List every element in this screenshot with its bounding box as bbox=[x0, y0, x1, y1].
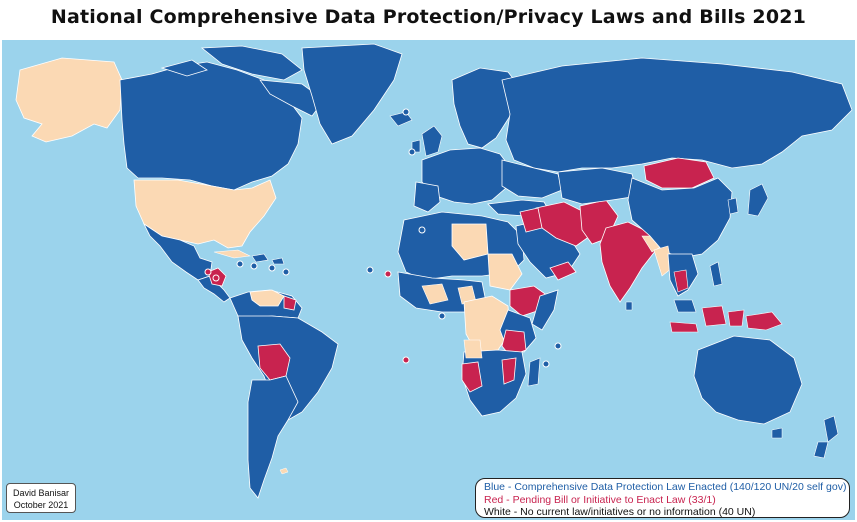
credit-date: October 2021 bbox=[13, 500, 69, 510]
tasmania bbox=[771, 427, 783, 439]
island-marker bbox=[268, 264, 276, 272]
alaska-region bbox=[15, 57, 123, 143]
island-marker bbox=[408, 148, 416, 156]
russia-region bbox=[501, 57, 853, 173]
korea-japan bbox=[727, 183, 769, 217]
somalia-horn bbox=[531, 289, 559, 331]
island-marker bbox=[554, 342, 562, 350]
mozambique bbox=[501, 357, 517, 385]
world-map bbox=[2, 40, 855, 520]
canada-region bbox=[119, 61, 303, 191]
credit-box: David Banisar October 2021 bbox=[6, 483, 76, 513]
island-marker bbox=[212, 274, 220, 282]
iran bbox=[535, 201, 591, 247]
malaysia bbox=[673, 299, 697, 313]
ukraine-caucasus bbox=[501, 159, 563, 199]
new-zealand bbox=[813, 415, 839, 459]
central-asia bbox=[557, 167, 639, 205]
island-marker bbox=[236, 260, 244, 268]
indonesia bbox=[669, 305, 745, 333]
island-marker bbox=[250, 262, 258, 270]
australia bbox=[693, 335, 803, 425]
caribbean-islands bbox=[251, 253, 285, 265]
canada-arctic-islands bbox=[160, 45, 325, 117]
madagascar bbox=[527, 357, 541, 387]
papua-new-guinea bbox=[745, 311, 783, 331]
island-marker bbox=[418, 226, 426, 234]
legend-none: White - No current law/initiatives or no… bbox=[484, 506, 756, 518]
island-markers bbox=[204, 108, 562, 368]
greenland-region bbox=[301, 43, 403, 145]
mongolia bbox=[643, 157, 715, 189]
vietnam-cambodia bbox=[673, 269, 689, 293]
china bbox=[627, 177, 733, 259]
iberia bbox=[413, 181, 441, 213]
sudan bbox=[487, 253, 523, 291]
philippines bbox=[709, 261, 723, 287]
namibia bbox=[461, 361, 483, 393]
iceland bbox=[389, 111, 413, 127]
island-marker bbox=[402, 108, 410, 116]
south-america-south bbox=[247, 375, 299, 499]
cuba bbox=[213, 249, 252, 259]
island-marker bbox=[282, 268, 290, 276]
island-marker bbox=[542, 360, 550, 368]
island-marker bbox=[384, 270, 392, 278]
venezuela bbox=[249, 289, 285, 307]
world-map-svg bbox=[2, 40, 855, 520]
credit-author: David Banisar bbox=[12, 488, 70, 498]
map-title: National Comprehensive Data Protection/P… bbox=[50, 6, 807, 28]
suriname-guyana bbox=[283, 295, 297, 311]
falklands bbox=[279, 467, 289, 475]
yemen-oman bbox=[549, 261, 577, 281]
iraq-syria bbox=[519, 207, 543, 233]
island-marker bbox=[402, 356, 410, 364]
legend: Blue - Comprehensive Data Protection Law… bbox=[475, 478, 850, 518]
angola-none bbox=[463, 339, 483, 359]
legend-pending: Red - Pending Bill or Initiative to Enac… bbox=[484, 493, 716, 506]
libya bbox=[451, 223, 489, 261]
sri-lanka bbox=[625, 301, 633, 311]
legend-enacted: Blue - Comprehensive Data Protection Law… bbox=[484, 481, 847, 493]
island-marker bbox=[204, 268, 212, 276]
island-marker bbox=[438, 312, 446, 320]
island-marker bbox=[366, 266, 374, 274]
